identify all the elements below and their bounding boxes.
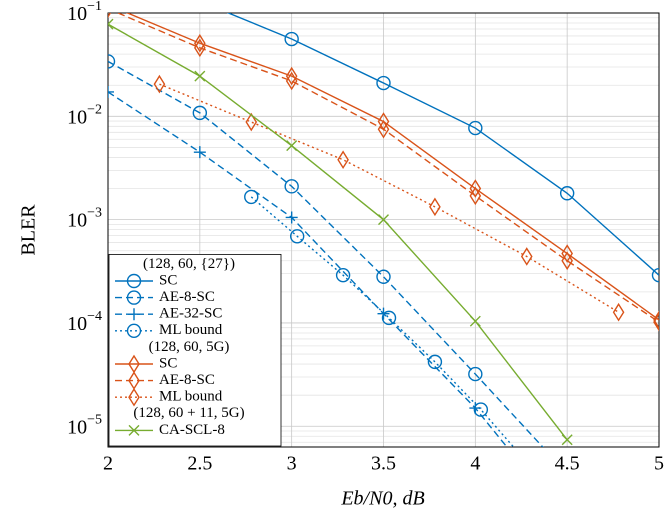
marker bbox=[469, 186, 482, 206]
marker bbox=[427, 354, 443, 370]
legend-group-title: (128, 60 + 11, 5G) bbox=[133, 405, 244, 421]
y-tick-label: 10−4 bbox=[67, 309, 102, 334]
marker bbox=[335, 267, 351, 283]
y-tick-label: 10−5 bbox=[67, 412, 102, 437]
marker bbox=[108, 85, 114, 98]
marker bbox=[128, 387, 140, 407]
marker bbox=[194, 33, 206, 53]
marker bbox=[285, 71, 298, 91]
x-tick-label: 2.5 bbox=[187, 453, 212, 475]
series-line bbox=[116, 13, 659, 323]
marker bbox=[469, 179, 482, 198]
marker bbox=[337, 150, 349, 170]
marker bbox=[126, 273, 142, 289]
marker bbox=[153, 74, 166, 94]
marker bbox=[653, 310, 659, 330]
y-tick-label: 10−2 bbox=[67, 103, 102, 128]
marker bbox=[559, 186, 575, 201]
x-tick-label: 3 bbox=[287, 453, 297, 475]
legend-label: SC bbox=[159, 355, 177, 371]
marker bbox=[473, 402, 489, 417]
marker bbox=[561, 434, 573, 446]
marker bbox=[108, 54, 116, 69]
legend-group-title: (128, 60, 5G) bbox=[149, 339, 230, 355]
marker bbox=[193, 0, 206, 8]
marker bbox=[108, 18, 114, 30]
series-line bbox=[226, 13, 659, 276]
marker bbox=[376, 269, 391, 284]
legend-label: AE-8-SC bbox=[159, 289, 215, 305]
y-tick-label: 10−1 bbox=[67, 0, 102, 25]
marker bbox=[193, 146, 206, 159]
legend-group-title: (128, 60, {27}) bbox=[143, 256, 235, 272]
marker bbox=[381, 310, 397, 326]
x-tick-label: 5 bbox=[654, 453, 664, 475]
marker bbox=[651, 267, 659, 283]
marker bbox=[284, 31, 299, 47]
y-axis-label: BLER bbox=[18, 204, 40, 256]
x-tick-label: 2 bbox=[103, 453, 113, 475]
marker bbox=[429, 197, 441, 217]
legend-label: ML bound bbox=[159, 322, 223, 338]
marker bbox=[377, 119, 390, 139]
marker bbox=[520, 247, 533, 266]
plot-area bbox=[108, 0, 659, 469]
series-line bbox=[159, 83, 619, 313]
marker bbox=[108, 13, 109, 15]
marker bbox=[378, 214, 389, 226]
marker bbox=[468, 120, 483, 136]
marker bbox=[653, 312, 659, 332]
x-axis-label: Eb/N0, dB bbox=[340, 488, 424, 510]
x-tick-label: 4.5 bbox=[555, 453, 580, 475]
marker bbox=[289, 229, 305, 244]
x-tick-label: 3.5 bbox=[371, 453, 396, 475]
legend-label: ML bound bbox=[159, 389, 223, 405]
legend-label: AE-32-SC bbox=[159, 306, 222, 322]
series-line bbox=[108, 60, 544, 447]
marker bbox=[128, 308, 140, 321]
marker bbox=[286, 140, 298, 152]
series-line bbox=[108, 23, 568, 441]
marker bbox=[244, 189, 259, 205]
series-line bbox=[250, 196, 515, 447]
marker bbox=[194, 38, 206, 58]
marker bbox=[128, 424, 140, 436]
marker bbox=[285, 66, 298, 86]
marker bbox=[520, 456, 533, 469]
marker bbox=[285, 211, 298, 224]
x-tick-label: 4 bbox=[470, 453, 480, 475]
marker bbox=[561, 251, 573, 271]
y-tick-label: 10−3 bbox=[67, 206, 102, 231]
legend-label: SC bbox=[159, 272, 177, 288]
plot-frame bbox=[107, 12, 660, 448]
marker bbox=[284, 179, 299, 194]
marker bbox=[561, 244, 573, 263]
marker bbox=[245, 112, 258, 132]
marker bbox=[376, 75, 391, 91]
series-line bbox=[108, 91, 508, 447]
marker bbox=[194, 70, 206, 82]
marker bbox=[612, 302, 625, 322]
marker bbox=[469, 315, 481, 327]
legend-label: CA-SCL-8 bbox=[159, 422, 225, 438]
marker bbox=[192, 105, 208, 121]
marker bbox=[126, 290, 142, 305]
marker bbox=[468, 366, 483, 382]
marker bbox=[126, 323, 142, 338]
legend-label: AE-8-SC bbox=[159, 372, 215, 388]
